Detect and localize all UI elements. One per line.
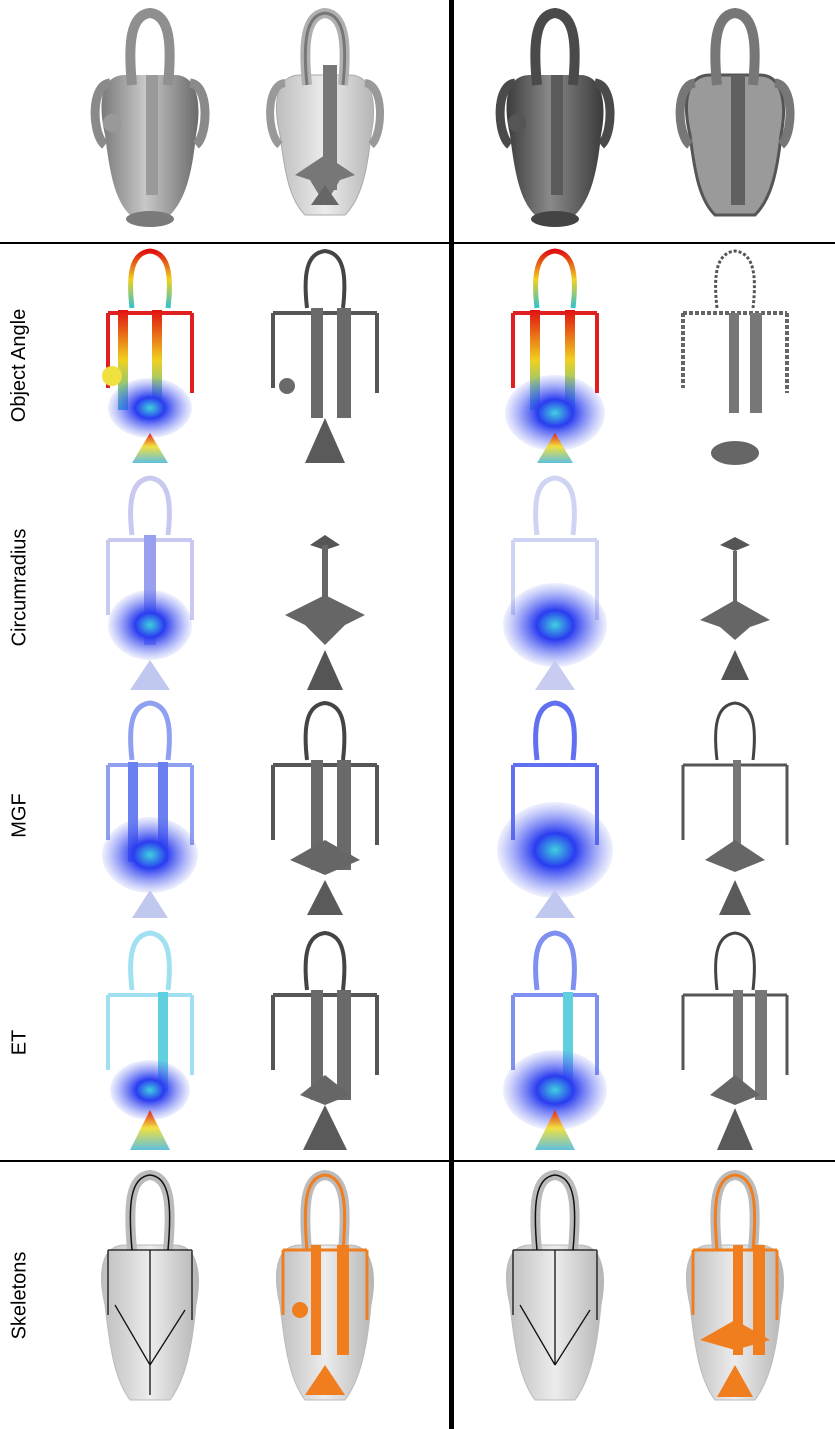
mgf-noisy-heatmap xyxy=(475,700,635,930)
label-object-angle: Object Angle xyxy=(8,308,31,422)
circumradius-noisy-pruned xyxy=(655,475,815,700)
mgf-clean-pruned xyxy=(245,700,405,930)
row-divider-bottom xyxy=(0,1160,835,1162)
object-angle-clean-pruned xyxy=(245,248,405,473)
et-clean-pruned xyxy=(245,930,405,1158)
label-circumradius: Circumradius xyxy=(8,528,31,647)
et-noisy-heatmap xyxy=(475,930,635,1158)
object-angle-noisy-pruned xyxy=(655,248,815,473)
label-mgf: MGF xyxy=(8,792,31,838)
mesh-clean-solid xyxy=(70,5,230,237)
mesh-noisy-transparent xyxy=(655,5,815,237)
label-et: ET xyxy=(8,1029,31,1056)
skeleton-noisy-curve xyxy=(475,1165,635,1423)
mesh-clean-transparent xyxy=(245,5,405,237)
et-clean-heatmap xyxy=(70,930,230,1158)
row-divider-top xyxy=(0,242,835,244)
object-angle-clean-heatmap xyxy=(70,248,230,473)
et-noisy-pruned xyxy=(655,930,815,1158)
mgf-noisy-pruned xyxy=(655,700,815,930)
skeleton-clean-sheet xyxy=(245,1165,405,1423)
skeleton-noisy-sheet xyxy=(655,1165,815,1423)
label-skeletons: Skeletons xyxy=(8,1251,31,1339)
object-angle-noisy-heatmap xyxy=(475,248,635,473)
column-divider xyxy=(449,0,454,1429)
mgf-clean-heatmap xyxy=(70,700,230,930)
circumradius-clean-pruned xyxy=(245,475,405,700)
skeleton-clean-curve xyxy=(70,1165,230,1423)
circumradius-clean-heatmap xyxy=(70,475,230,700)
circumradius-noisy-heatmap xyxy=(475,475,635,700)
mesh-noisy-solid xyxy=(475,5,635,237)
